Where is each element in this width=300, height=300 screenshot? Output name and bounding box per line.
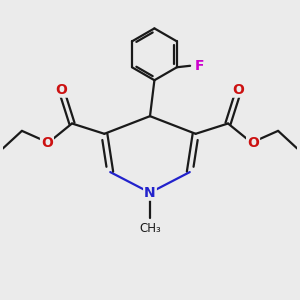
- Text: F: F: [194, 59, 204, 73]
- Text: O: O: [41, 136, 53, 150]
- Text: O: O: [56, 82, 68, 97]
- Text: N: N: [144, 186, 156, 200]
- Text: O: O: [232, 82, 244, 97]
- Text: CH₃: CH₃: [139, 222, 161, 235]
- Text: O: O: [247, 136, 259, 150]
